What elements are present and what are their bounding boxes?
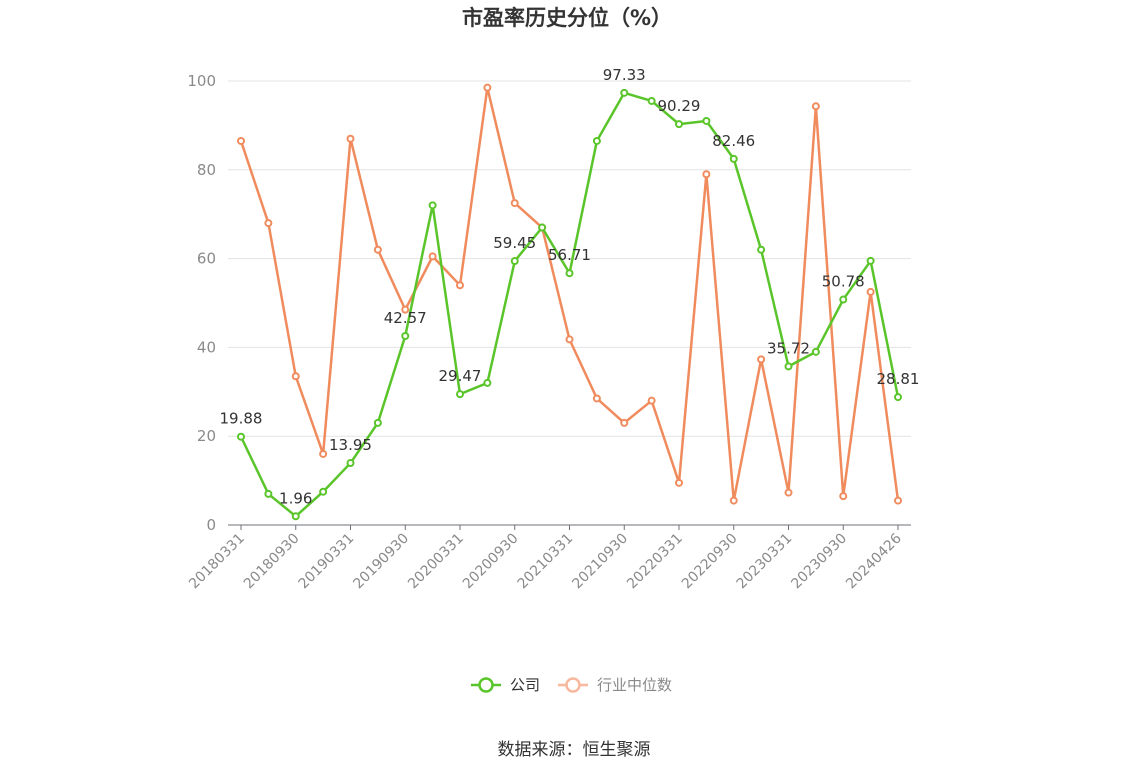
data-point[interactable] (866, 256, 875, 265)
data-point[interactable] (592, 394, 601, 403)
data-point[interactable] (620, 418, 629, 427)
x-tick-label: 20210331 (515, 531, 577, 593)
data-label: 1.96 (279, 489, 312, 507)
data-label: 90.29 (658, 97, 701, 115)
data-point[interactable] (264, 219, 273, 228)
x-tick-label: 20240426 (843, 530, 905, 592)
data-point[interactable] (647, 396, 656, 405)
data-point[interactable] (811, 102, 820, 111)
y-tick-label: 60 (197, 250, 216, 268)
y-axis: 0 20 40 60 80 100 (187, 72, 216, 534)
data-point[interactable] (894, 496, 902, 505)
data-point[interactable] (839, 295, 848, 304)
y-tick-label: 100 (187, 72, 216, 90)
data-point[interactable] (866, 287, 875, 296)
data-label: 56.71 (548, 246, 591, 264)
data-label: 97.33 (603, 66, 646, 84)
x-tick-label: 20180930 (241, 531, 303, 593)
legend: 公司 行业中位数 (471, 676, 672, 694)
data-point[interactable] (346, 459, 355, 468)
data-point[interactable] (784, 488, 793, 497)
series-0 (237, 88, 902, 521)
data-point[interactable] (510, 199, 519, 208)
y-tick-label: 80 (197, 161, 216, 179)
x-tick-label: 20230331 (734, 531, 796, 593)
x-tick-label: 20220930 (679, 531, 741, 593)
data-point[interactable] (811, 347, 820, 356)
legend-label: 公司 (510, 676, 540, 694)
data-point[interactable] (483, 83, 492, 92)
x-tick-label: 20220331 (624, 531, 686, 593)
data-label: 19.88 (220, 410, 263, 428)
data-point[interactable] (319, 449, 328, 458)
series-layer (237, 83, 902, 521)
chart-title: 市盈率历史分位（%） (462, 6, 672, 30)
data-point[interactable] (702, 170, 711, 179)
data-point[interactable] (264, 489, 273, 498)
data-point[interactable] (702, 116, 711, 125)
data-point[interactable] (237, 136, 245, 145)
data-point[interactable] (675, 120, 683, 129)
x-axis: 2018033120180930201903312019093020200331… (186, 524, 911, 593)
data-point[interactable] (319, 487, 328, 496)
legend-marker (565, 677, 581, 693)
data-point[interactable] (565, 269, 574, 278)
data-label: 59.45 (493, 234, 536, 252)
data-point[interactable] (291, 512, 300, 521)
grid-lines (228, 80, 911, 437)
y-tick-label: 20 (197, 427, 216, 445)
legend-item-1[interactable]: 行业中位数 (558, 676, 672, 694)
data-point[interactable] (373, 418, 382, 427)
data-point[interactable] (401, 305, 410, 314)
data-point[interactable] (428, 201, 437, 210)
data-point[interactable] (401, 331, 410, 340)
x-tick-label: 20190331 (296, 531, 358, 593)
x-tick-label: 20210930 (569, 531, 631, 593)
data-point[interactable] (757, 355, 766, 364)
data-label: 13.95 (329, 436, 372, 454)
data-point[interactable] (839, 492, 848, 501)
legend-item-0[interactable]: 公司 (471, 676, 540, 694)
data-point[interactable] (291, 372, 300, 381)
y-tick-label: 40 (197, 338, 216, 356)
data-point[interactable] (729, 496, 738, 505)
data-point[interactable] (373, 245, 382, 254)
data-label: 28.81 (877, 370, 920, 388)
data-point[interactable] (647, 96, 656, 105)
data-point[interactable] (592, 136, 601, 145)
data-point[interactable] (483, 378, 492, 387)
data-point[interactable] (757, 245, 766, 254)
data-point[interactable] (510, 257, 519, 266)
data-point[interactable] (675, 478, 683, 487)
series-1 (237, 83, 902, 505)
legend-marker (478, 677, 494, 693)
data-point[interactable] (346, 134, 355, 143)
data-label: 29.47 (439, 367, 482, 385)
x-tick-label: 20200331 (405, 531, 467, 593)
x-tick-label: 20190930 (350, 531, 412, 593)
data-point[interactable] (456, 390, 464, 399)
data-point[interactable] (538, 223, 547, 232)
data-point[interactable] (456, 281, 464, 290)
data-point[interactable] (894, 393, 902, 402)
data-point[interactable] (428, 252, 437, 261)
data-point[interactable] (237, 432, 245, 441)
x-tick-label: 20200930 (460, 531, 522, 593)
data-label: 42.57 (384, 309, 427, 327)
x-tick-label: 20230930 (788, 531, 850, 593)
legend-label: 行业中位数 (597, 676, 672, 694)
data-label: 50.78 (822, 273, 865, 291)
data-labels: 19.88 1.96 13.95 42.57 29.47 59.45 56.71 97.33 9… (220, 66, 920, 507)
x-tick-label: 20180331 (186, 531, 248, 593)
data-point[interactable] (565, 335, 574, 344)
data-point[interactable] (784, 362, 793, 371)
data-point[interactable] (729, 154, 738, 163)
data-label: 82.46 (712, 132, 755, 150)
data-source-text: 数据来源：恒生聚源 (498, 740, 651, 760)
y-tick-label: 0 (206, 516, 216, 534)
data-label: 35.72 (767, 339, 810, 357)
data-point[interactable] (620, 88, 629, 97)
